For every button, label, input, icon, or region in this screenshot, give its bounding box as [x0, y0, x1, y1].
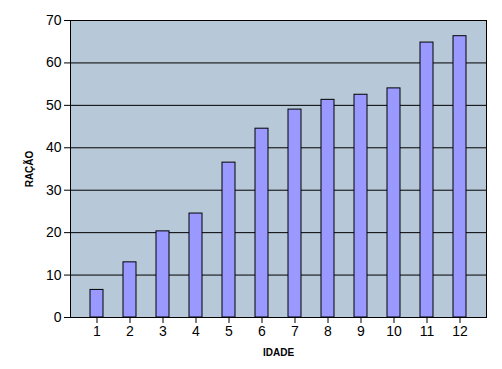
- svg-text:0: 0: [54, 309, 62, 325]
- svg-text:IDADE: IDADE: [263, 347, 294, 358]
- svg-text:30: 30: [46, 182, 62, 198]
- svg-text:1: 1: [93, 323, 101, 339]
- svg-text:70: 70: [46, 12, 62, 28]
- svg-text:4: 4: [192, 323, 200, 339]
- svg-text:20: 20: [46, 224, 62, 240]
- svg-text:10: 10: [46, 267, 62, 283]
- svg-text:5: 5: [225, 323, 233, 339]
- svg-text:6: 6: [258, 323, 266, 339]
- svg-text:9: 9: [357, 323, 365, 339]
- svg-text:3: 3: [159, 323, 167, 339]
- svg-text:40: 40: [46, 139, 62, 155]
- svg-text:10: 10: [386, 323, 402, 339]
- svg-text:60: 60: [46, 54, 62, 70]
- svg-text:12: 12: [452, 323, 468, 339]
- svg-text:RAÇÃO: RAÇÃO: [23, 150, 35, 187]
- svg-text:50: 50: [46, 97, 62, 113]
- svg-text:2: 2: [126, 323, 134, 339]
- svg-text:11: 11: [420, 323, 435, 339]
- svg-text:8: 8: [324, 323, 332, 339]
- svg-text:7: 7: [291, 323, 299, 339]
